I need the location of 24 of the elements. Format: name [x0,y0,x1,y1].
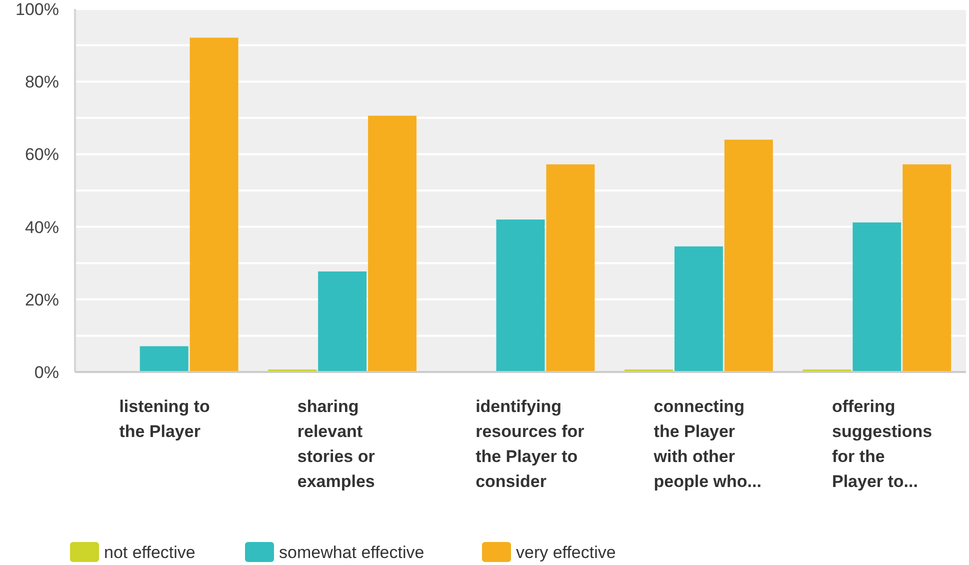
bar [318,271,367,372]
y-tick-label: 0% [34,362,59,382]
bar [674,246,723,372]
bar [852,222,902,372]
x-tick-label: identifying resources for the Player to consider [476,397,585,491]
bar [368,116,416,372]
legend-label: very effective [516,542,616,562]
bar [140,346,188,372]
x-tick-label: connecting the Player with other people who... [652,397,762,491]
x-tick-label: offering suggestions for the Player to... [832,397,932,491]
bar [496,220,545,372]
bar [190,38,238,372]
y-tick-label: 40% [24,218,59,237]
y-tick-label: 20% [24,290,59,310]
bar [902,164,952,372]
x-tick-label: sharing relevant stories or examples [297,397,376,491]
legend-label: not effective [104,542,196,562]
bar [546,164,595,372]
y-tick-label: 80% [24,72,59,92]
x-tick-label: listening to the Player [119,397,210,441]
legend-label: somewhat effective [279,542,424,562]
y-tick-label: 60% [24,145,59,164]
bar [724,140,773,372]
y-tick-label: 100% [16,0,59,19]
